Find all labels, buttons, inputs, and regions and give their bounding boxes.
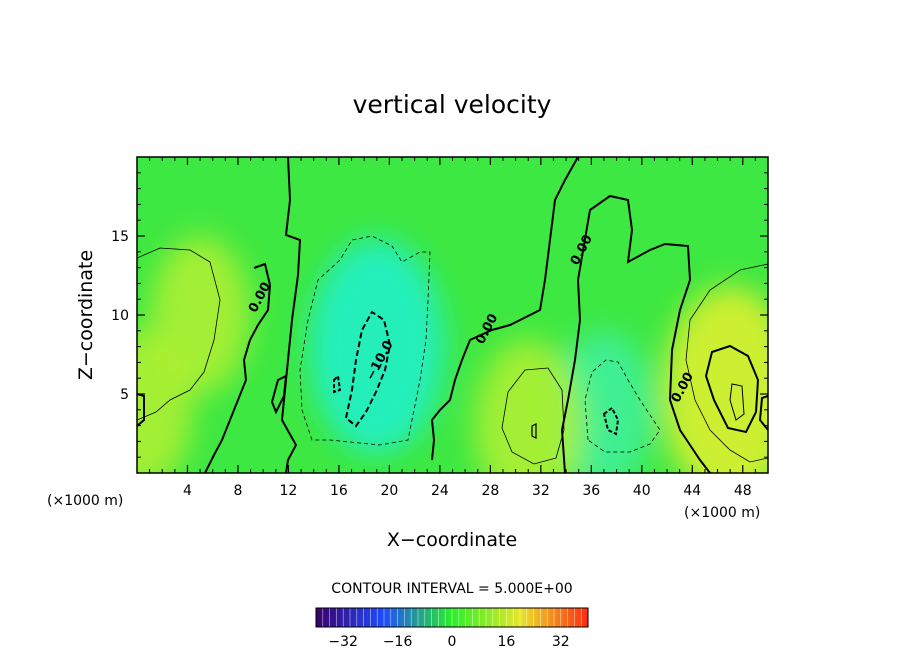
plot-area: 0.000.000.000.00−10.0 [137,157,768,473]
x-tick-label-11: 48 [734,483,752,499]
contour-zero-right-edge [758,395,768,431]
chart-title: vertical velocity [353,90,552,119]
contour-zero-mid-right [560,194,711,473]
contour-neg-w19-outer [299,235,431,446]
x-tick-label-7: 32 [532,483,550,499]
y-tick-label-0: 5 [120,387,129,403]
colorbar-tick-label-0: −32 [328,634,358,650]
x-axis-label: X−coordinate [387,529,517,551]
x-tick-label-0: 4 [183,483,192,499]
contour-zero-small-b [137,393,145,427]
feature-updraft-3 [474,339,583,473]
contour-pos-w31-inner [531,423,537,439]
contour-neg-w19-tiny [333,373,342,394]
x-tick-label-6: 28 [481,483,499,499]
colorbar-frame [315,607,589,628]
x-tick-label-4: 20 [380,483,398,499]
colorbar: −32 −16 0 16 32 [315,607,589,650]
contour-neg-w37-inner [602,406,620,436]
colorbar-bands [322,608,582,627]
x-tick-label-5: 24 [431,483,449,499]
y-axis-ticks: 5 10 15 [111,172,768,458]
x-unit-left: (×1000 m) [47,493,123,509]
contour-pos-inner-w47 [729,383,745,421]
x-tick-label-2: 12 [280,483,298,499]
feature-updraft-5 [137,330,193,473]
colorbar-tick-label-4: 32 [552,634,570,650]
x-tick-label-10: 44 [683,483,701,499]
contour-layer [137,157,768,473]
contour-neg-w37-outer [584,359,661,453]
contour-zero-left [280,157,302,473]
colorbar-tick-label-2: 0 [448,634,457,650]
y-tick-label-2: 15 [111,229,129,245]
colorbar-tick-label-3: 16 [497,634,515,650]
contour-interval-text: CONTOUR INTERVAL = 5.000E+00 [331,581,572,597]
contour-pos-w47 [704,344,760,434]
contour-neg-w19-inner [344,310,392,428]
y-axis-label: Z−coordinate [75,250,97,380]
colorbar-ticks: −32 −16 0 16 32 [328,634,569,650]
x-tick-label-3: 16 [330,483,348,499]
x-axis-ticks: 4 8 12 16 20 24 28 32 36 40 44 48 [149,157,756,499]
x-unit-right: (×1000 m) [684,505,760,521]
contour-pos-right [685,263,768,463]
contour-pos-w31 [501,367,565,465]
y-tick-label-1: 10 [111,308,129,324]
colorbar-tick-label-1: −16 [383,634,413,650]
contour-zero-middle [430,157,579,461]
contour-zero-left-loop [204,262,272,473]
x-tick-label-8: 36 [582,483,600,499]
x-tick-label-1: 8 [233,483,242,499]
x-tick-label-9: 40 [633,483,651,499]
contour-pos-w5 [137,247,221,421]
contour-zero-small-a [270,374,288,415]
feature-downdraft-0 [309,238,445,455]
